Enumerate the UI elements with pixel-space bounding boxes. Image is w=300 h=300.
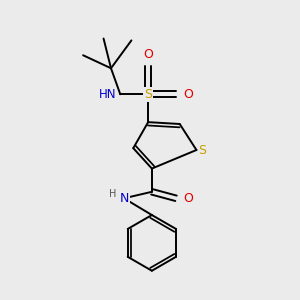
Text: S: S [198,143,206,157]
Text: S: S [144,88,152,101]
Text: HN: HN [99,88,117,101]
Text: O: O [183,88,193,101]
Text: N: N [119,192,129,205]
Text: O: O [183,192,193,205]
Text: H: H [109,189,116,199]
Text: O: O [143,48,153,61]
